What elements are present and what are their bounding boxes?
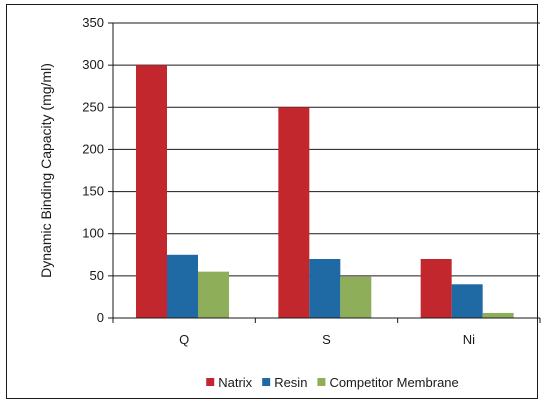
axes	[112, 23, 540, 319]
legend: Natrix Resin Competitor Membrane	[206, 375, 459, 390]
x-tick-label: S	[322, 332, 331, 347]
bar-resin-s	[309, 259, 341, 318]
x-tick-labels: Q S Ni	[179, 332, 475, 347]
bar-resin-q	[167, 254, 198, 318]
x-tick-label: Q	[179, 332, 189, 347]
y-tick-label: 300	[82, 57, 104, 72]
legend-swatch	[317, 378, 326, 386]
bar-competitor-membrane-ni	[482, 312, 514, 318]
y-axis-title: Dynamic Binding Capacity (mg/ml)	[38, 63, 54, 278]
y-tick-label: 350	[82, 15, 104, 30]
bar-competitor-membrane-s	[340, 276, 372, 318]
y-tick-label: 200	[82, 141, 104, 156]
y-tick-label: 100	[82, 226, 104, 241]
legend-swatch	[206, 378, 215, 386]
y-tick-label: 50	[90, 268, 104, 283]
y-tick-label: 150	[82, 184, 104, 199]
bar-natrix-q	[136, 65, 167, 319]
legend-label: Resin	[274, 375, 307, 390]
y-tick-label: 250	[82, 99, 104, 114]
legend-swatch	[262, 378, 271, 386]
y-tick-label: 0	[97, 310, 104, 325]
legend-label: Competitor Membrane	[329, 375, 458, 390]
bar-natrix-s	[278, 107, 310, 319]
chart-frame	[6, 4, 538, 399]
bar-competitor-membrane-q	[198, 271, 229, 318]
x-tick-label: Ni	[463, 332, 475, 347]
bar-natrix-ni	[420, 259, 452, 318]
legend-label: Natrix	[218, 375, 252, 390]
bars	[136, 65, 514, 319]
y-tick-labels: 0 50 100 150 200 250 300 350	[82, 15, 104, 325]
bar-resin-ni	[451, 284, 483, 318]
